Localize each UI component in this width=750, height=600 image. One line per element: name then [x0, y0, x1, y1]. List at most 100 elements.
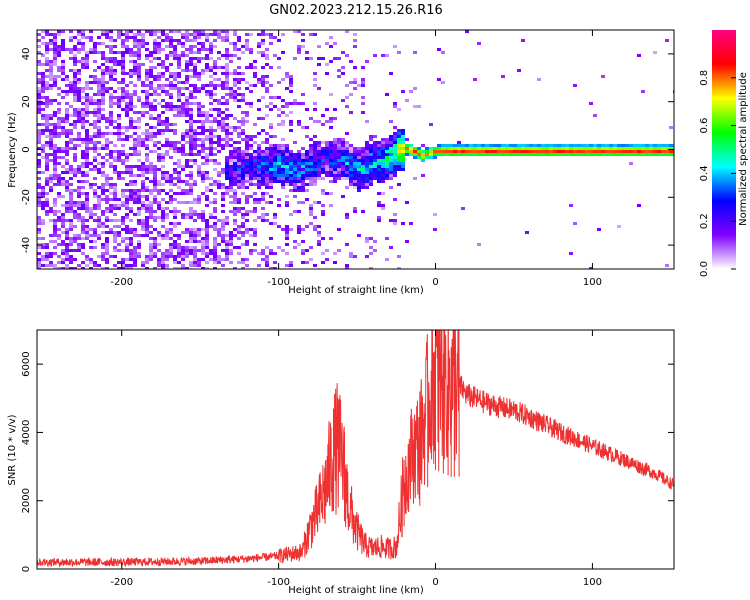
spectrogram-cell	[345, 150, 349, 153]
spectrogram-cell	[137, 246, 141, 249]
colorbar-label: Normalized spectral amplitude	[738, 72, 749, 226]
spectrogram-cell	[117, 30, 121, 33]
spectrogram-cell	[129, 210, 133, 213]
snr-xtick-label: -200	[110, 577, 133, 588]
spectrogram-cell	[105, 138, 109, 141]
spectrogram-cell	[45, 246, 49, 249]
spectrogram-cell	[213, 192, 217, 195]
spectrogram-cell	[181, 258, 185, 261]
spectrogram-cell	[245, 147, 249, 150]
spectrogram-cell	[149, 75, 153, 78]
spectrogram-cell	[153, 78, 157, 81]
spectrogram-cell	[541, 150, 545, 153]
spectrogram-cell	[101, 72, 105, 75]
spectrogram-cell	[193, 90, 197, 93]
spectrogram-cell	[69, 165, 73, 168]
spectrogram-cell	[61, 147, 65, 150]
spectrogram-cell	[205, 84, 209, 87]
spectrogram-cell	[73, 45, 77, 48]
spectrogram-cell	[305, 150, 309, 153]
spectrogram-cell	[357, 153, 361, 156]
spectrogram-cell	[161, 129, 165, 132]
spectrogram-cell	[89, 123, 93, 126]
spectrogram-cell	[189, 153, 193, 156]
spectrogram-cell	[253, 201, 257, 204]
spectrogram-cell	[301, 171, 305, 174]
spectrogram-cell	[225, 84, 229, 87]
spectrogram-cell	[173, 114, 177, 117]
spectrogram-cell	[233, 201, 237, 204]
spectrogram-cell	[297, 168, 301, 171]
spectrogram-cell	[41, 237, 45, 240]
spectrogram-cell	[209, 177, 213, 180]
spectrogram-cell	[37, 63, 41, 66]
spectrogram-cell	[193, 264, 197, 267]
spectrogram-cell	[345, 267, 349, 269]
spectrogram-cell	[273, 180, 277, 183]
spectrogram-cell	[193, 246, 197, 249]
spectrogram-cell	[85, 96, 89, 99]
spectrogram-cell	[289, 168, 293, 171]
spectrogram-cell	[385, 144, 389, 147]
spectrogram-cell	[245, 45, 249, 48]
spectrogram-cell	[117, 126, 121, 129]
spectrogram-cell	[517, 153, 521, 156]
spectrogram-cell	[493, 153, 497, 156]
spectrogram-cell	[261, 198, 265, 201]
spectrogram-cell	[245, 168, 249, 171]
spectrogram-cell	[213, 87, 217, 90]
spectrogram-cell	[65, 102, 69, 105]
spectrogram-cell	[205, 252, 209, 255]
spectrogram-cell	[233, 84, 237, 87]
spectrogram-cell	[121, 267, 125, 269]
spectrogram-cell	[101, 87, 105, 90]
spectrogram-cell	[133, 72, 137, 75]
spectrogram-cell	[161, 120, 165, 123]
spectrogram-cell	[93, 177, 97, 180]
spectrogram-cell	[201, 33, 205, 36]
spectrogram-cell	[261, 219, 265, 222]
spectrogram-cell	[237, 168, 241, 171]
spectrogram-cell	[217, 138, 221, 141]
spectrogram-cell	[377, 216, 381, 219]
spectrogram-cell	[397, 183, 401, 186]
spectrogram-cell	[349, 165, 353, 168]
spectrogram-cell	[293, 210, 297, 213]
spectrogram-cell	[381, 180, 385, 183]
spectrogram-cell	[101, 225, 105, 228]
spectrogram-cell	[193, 228, 197, 231]
spectrogram-cell	[165, 84, 169, 87]
spectrogram-cell	[301, 126, 305, 129]
spectrogram-cell	[205, 225, 209, 228]
spectrogram-cell	[69, 69, 73, 72]
spectrogram-cell	[77, 114, 81, 117]
spectrogram-cell	[117, 36, 121, 39]
spectrogram-cell	[137, 48, 141, 51]
spectrogram-cell	[145, 78, 149, 81]
spectrogram-cell	[81, 222, 85, 225]
spectrogram-cell	[73, 204, 77, 207]
spectrogram-cell	[341, 195, 345, 198]
spectrogram-cell	[345, 144, 349, 147]
spectrogram-cell	[201, 132, 205, 135]
spectrogram-cell	[541, 153, 545, 156]
spectrogram-cell	[345, 213, 349, 216]
spectrogram-cell	[53, 150, 57, 153]
spectrogram-cell	[389, 150, 393, 153]
spectrogram-cell	[85, 102, 89, 105]
spectrogram-cell	[153, 33, 157, 36]
spectrogram-cell	[497, 147, 501, 150]
spectrogram-cell	[217, 111, 221, 114]
spectrogram-cell	[233, 90, 237, 93]
spectrogram-cell	[173, 177, 177, 180]
spectrogram-cell	[297, 45, 301, 48]
spectrogram-cell	[49, 33, 53, 36]
spectrogram-cell	[181, 138, 185, 141]
spectrogram-cell	[105, 198, 109, 201]
spectrogram-cell	[213, 162, 217, 165]
spectrogram-cell	[169, 249, 173, 252]
spectrogram-cell	[197, 48, 201, 51]
spectrogram-cell	[601, 75, 605, 78]
spectrogram-cell	[185, 141, 189, 144]
spectrogram-cell	[109, 48, 113, 51]
